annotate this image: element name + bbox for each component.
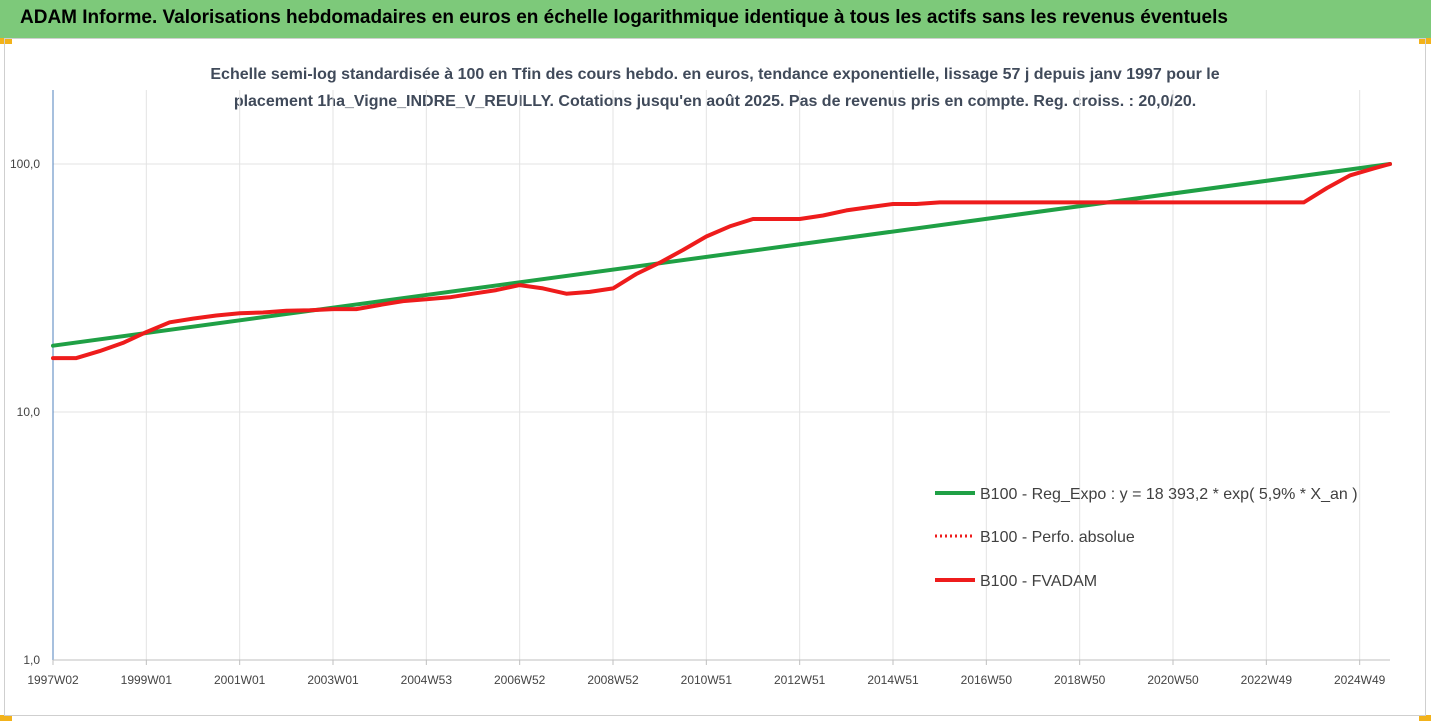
y-tick-label: 10,0 [17, 405, 41, 419]
x-tick-label: 2001W01 [214, 673, 266, 687]
x-tick-label: 2008W52 [587, 673, 639, 687]
x-tick-label: 2012W51 [774, 673, 826, 687]
page-title: ADAM Informe. Valorisations hebdomadaire… [20, 7, 1228, 28]
x-tick-label: 2022W49 [1241, 673, 1293, 687]
x-tick-label: 2004W53 [401, 673, 453, 687]
corner-accent-left [0, 38, 12, 44]
corner-accent-bottom-left [0, 715, 12, 721]
y-tick-label: 100,0 [10, 157, 40, 171]
series-line-reg-expo [51, 162, 1392, 348]
y-tick-label: 1,0 [23, 653, 40, 667]
chart-subtitle-line-1: Echelle semi-log standardisée à 100 en T… [210, 66, 1220, 83]
x-tick-label: 2018W50 [1054, 673, 1106, 687]
x-tick-label: 2003W01 [307, 673, 359, 687]
x-tick-label: 2016W50 [961, 673, 1013, 687]
chart-subtitle-line-2: placement 1ha_Vigne_INDRE_V_REUILLY. Cot… [233, 93, 1197, 110]
legend-label: B100 - Perfo. absolue [980, 529, 1135, 546]
x-tick-label: 2024W49 [1334, 673, 1386, 687]
x-tick-label: 1997W02 [27, 673, 79, 687]
x-tick-label: 2020W50 [1147, 673, 1199, 687]
x-tick-label: 2010W51 [681, 673, 733, 687]
series-line-fvadam [51, 162, 1392, 361]
corner-accent-bottom-right [1419, 715, 1431, 721]
x-tick-label: 1999W01 [121, 673, 173, 687]
x-tick-label: 2014W51 [867, 673, 919, 687]
legend-label: B100 - Reg_Expo : y = 18 393,2 * exp( 5,… [980, 486, 1358, 503]
x-tick-label: 2006W52 [494, 673, 546, 687]
chart-frame [4, 38, 1426, 716]
title-banner: ADAM Informe. Valorisations hebdomadaire… [0, 0, 1431, 38]
legend-label: B100 - FVADAM [980, 573, 1097, 590]
